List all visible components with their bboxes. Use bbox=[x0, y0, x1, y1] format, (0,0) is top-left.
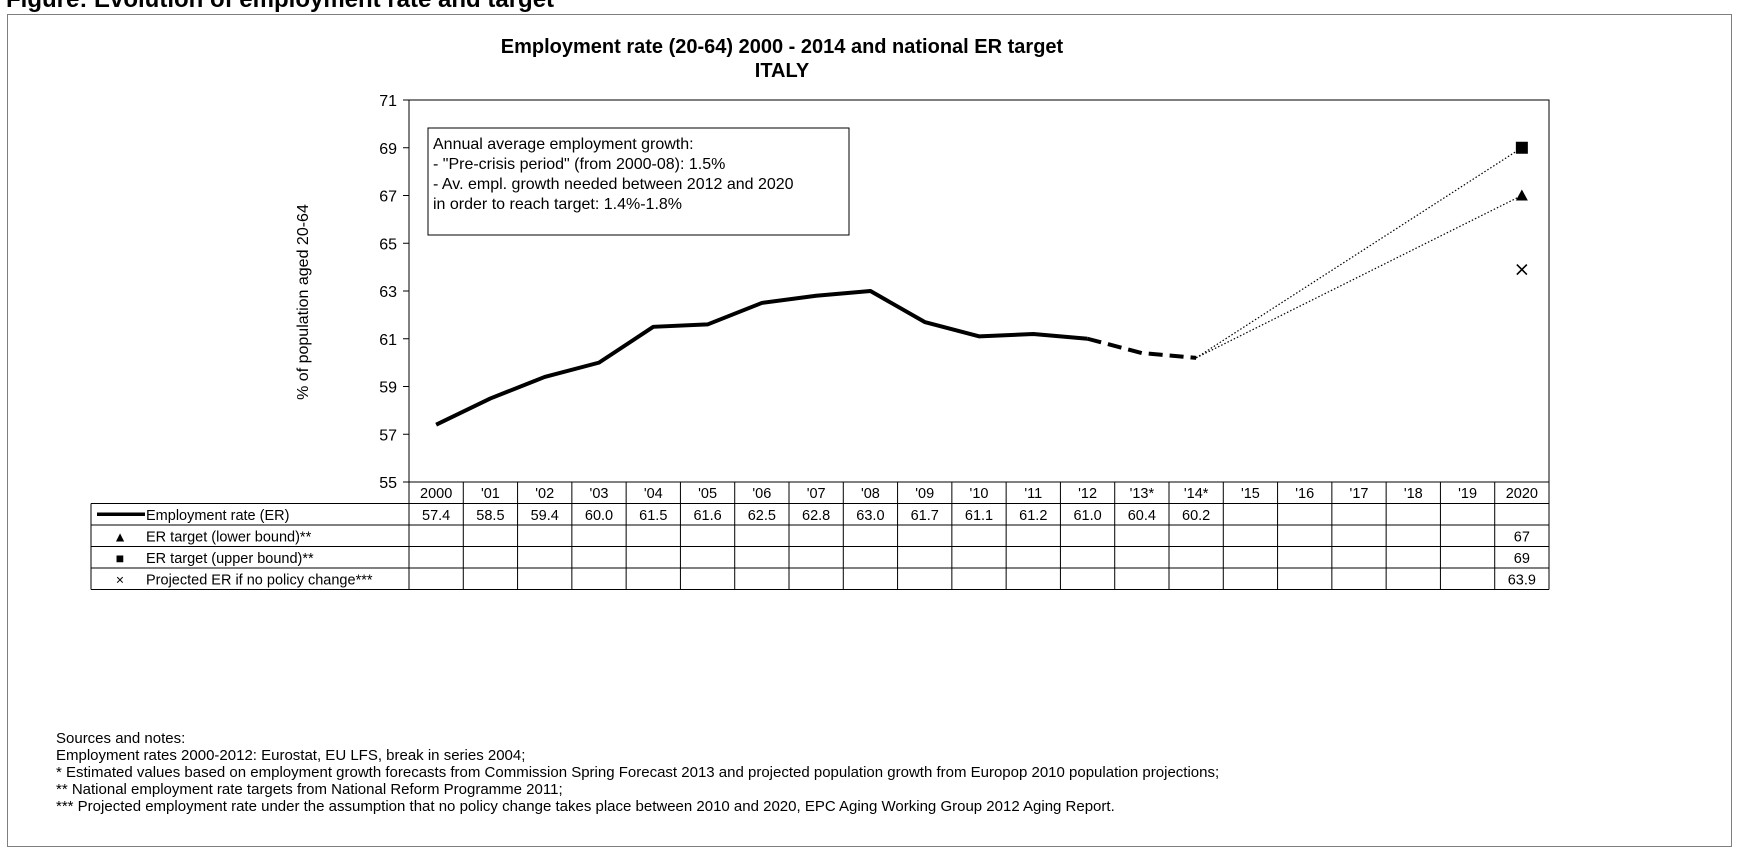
data-table: 2000 '01 '02 '03 '04 '05 '06 '07 '08 '09 '10 '11 '12… bbox=[90, 481, 1550, 590]
data-label: 63.9 bbox=[1508, 572, 1536, 588]
x-tick-label: '03 bbox=[590, 486, 609, 502]
y-tick-label: 57 bbox=[379, 427, 397, 444]
notes-line: Employment rates 2000-2012: Eurostat, EU… bbox=[56, 747, 526, 764]
notes-line: ** National employment rate targets from… bbox=[56, 781, 563, 798]
x-tick-label: '12 bbox=[1078, 486, 1097, 502]
er-line-estimated bbox=[1087, 336, 1197, 360]
y-tick-label: 63 bbox=[379, 284, 397, 301]
legend-label: Projected ER if no policy change*** bbox=[146, 572, 373, 588]
legend-symbol: × bbox=[116, 571, 124, 587]
x-tick-label: '16 bbox=[1295, 486, 1314, 502]
data-label: 60.0 bbox=[585, 508, 613, 524]
data-label: 60.4 bbox=[1128, 508, 1156, 524]
lower-target-marker bbox=[1515, 189, 1528, 201]
notes-line: * Estimated values based on employment g… bbox=[56, 764, 1220, 781]
x-tick-label: '17 bbox=[1350, 486, 1369, 502]
y-tick-label: 67 bbox=[379, 189, 397, 206]
x-tick-label: '07 bbox=[807, 486, 826, 502]
data-label: 61.6 bbox=[693, 508, 721, 524]
legend-symbol: ■ bbox=[116, 550, 124, 566]
y-axis-label: % of population aged 20-64 bbox=[295, 204, 312, 400]
x-tick-label: '06 bbox=[752, 486, 771, 502]
data-label: 62.8 bbox=[802, 508, 830, 524]
data-label: 63.0 bbox=[856, 508, 884, 524]
notes-line: *** Projected employment rate under the … bbox=[56, 798, 1115, 815]
projected-marker bbox=[1516, 263, 1528, 276]
y-tick-label: 65 bbox=[379, 236, 397, 253]
x-tick-label: '09 bbox=[915, 486, 934, 502]
sources-notes: Sources and notes: Employment rates 2000… bbox=[56, 730, 1219, 815]
data-label: 60.2 bbox=[1182, 508, 1210, 524]
y-tick-label: 59 bbox=[379, 380, 397, 397]
page-heading: Figure: Evolution of employment rate and… bbox=[6, 0, 554, 14]
x-tick-label: '13* bbox=[1130, 486, 1155, 502]
data-label: 59.4 bbox=[531, 508, 559, 524]
y-tick-label: 71 bbox=[379, 93, 397, 110]
data-label: 61.0 bbox=[1073, 508, 1101, 524]
data-label: 69 bbox=[1514, 551, 1530, 567]
data-label: 67 bbox=[1514, 529, 1530, 545]
annotation-frame bbox=[427, 127, 850, 236]
x-tick-label: '01 bbox=[481, 486, 500, 502]
x-tick-label: '19 bbox=[1458, 486, 1477, 502]
annotation-box: Annual average employment growth: - "Pre… bbox=[427, 127, 850, 236]
data-label: 62.5 bbox=[748, 508, 776, 524]
data-label: 58.5 bbox=[476, 508, 504, 524]
x-tick-label: '08 bbox=[861, 486, 880, 502]
legend-label: Employment rate (ER) bbox=[146, 508, 289, 524]
notes-line: Sources and notes: bbox=[56, 730, 186, 747]
y-axis: 55 57 59 61 63 65 67 69 71 bbox=[379, 93, 409, 492]
chart-subtitle: ITALY bbox=[755, 60, 810, 82]
x-tick-label: '05 bbox=[698, 486, 717, 502]
upper-target-marker bbox=[1515, 141, 1528, 154]
legend-symbol: ▲ bbox=[113, 528, 127, 544]
chart-frame bbox=[7, 14, 1732, 847]
annotation-line: Annual average employment growth: bbox=[433, 136, 694, 153]
x-tick-label: 2020 bbox=[1506, 486, 1538, 502]
data-label: 57.4 bbox=[422, 508, 450, 524]
data-label: 61.7 bbox=[911, 508, 939, 524]
x-tick-label: '11 bbox=[1024, 486, 1042, 502]
annotation-line: - Av. empl. growth needed between 2012 a… bbox=[433, 176, 794, 193]
er-line bbox=[435, 289, 1088, 427]
x-tick-label: 2000 bbox=[420, 486, 452, 502]
y-tick-label: 69 bbox=[379, 141, 397, 158]
x-tick-label: '04 bbox=[644, 486, 663, 502]
target-trajectory bbox=[1195, 147, 1523, 359]
data-label: 61.1 bbox=[965, 508, 993, 524]
data-label: 61.2 bbox=[1019, 508, 1047, 524]
y-tick-label: 61 bbox=[379, 332, 397, 349]
target-trajectory bbox=[1195, 194, 1523, 359]
x-tick-label: '02 bbox=[535, 486, 554, 502]
series-layer bbox=[435, 141, 1528, 427]
y-tick-label: 55 bbox=[379, 475, 397, 492]
chart-title: Employment rate (20-64) 2000 - 2014 and … bbox=[501, 36, 1064, 58]
legend-label: ER target (lower bound)** bbox=[146, 529, 312, 545]
data-label: 61.5 bbox=[639, 508, 667, 524]
x-tick-label: '10 bbox=[970, 486, 989, 502]
x-tick-label: '15 bbox=[1241, 486, 1260, 502]
legend-label: ER target (upper bound)** bbox=[146, 551, 314, 567]
x-tick-label: '14* bbox=[1184, 486, 1209, 502]
annotation-line: - "Pre-crisis period" (from 2000-08): 1.… bbox=[433, 156, 725, 173]
annotation-line: in order to reach target: 1.4%-1.8% bbox=[433, 196, 682, 213]
x-tick-label: '18 bbox=[1404, 486, 1423, 502]
